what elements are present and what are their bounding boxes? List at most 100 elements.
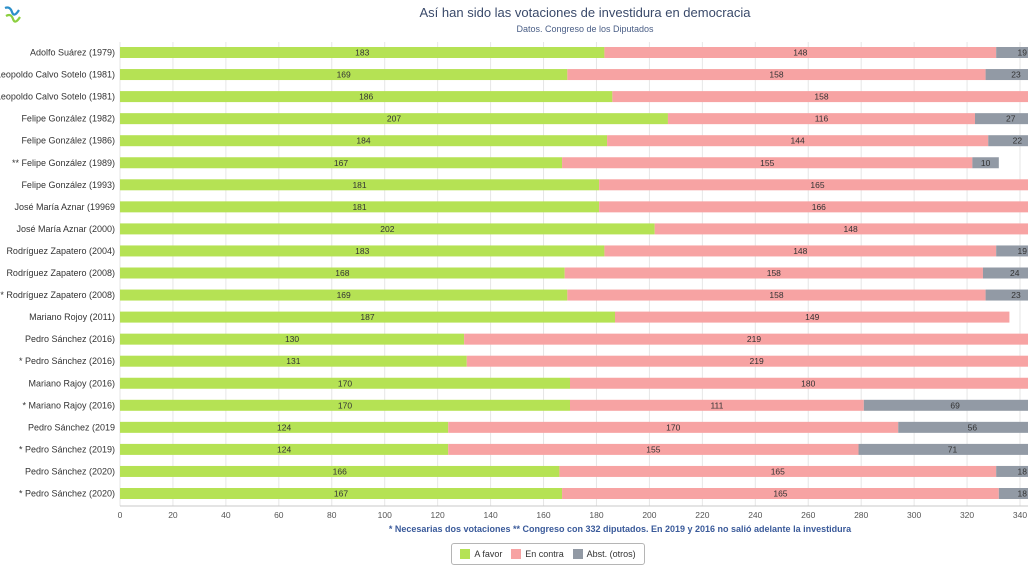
bar-en-contra-6[interactable] (599, 179, 1028, 191)
data-label-abst-otros-5: 10 (981, 158, 991, 168)
bar-en-contra-13[interactable] (464, 333, 1028, 345)
bar-en-contra-15[interactable] (570, 377, 1028, 389)
bar-en-contra-17[interactable] (448, 421, 899, 433)
bar-en-contra-5[interactable] (562, 157, 973, 169)
bar-a-favor-14[interactable] (120, 355, 467, 367)
bar-en-contra-12[interactable] (615, 311, 1010, 323)
data-label-abst-otros-10: 24 (1010, 268, 1020, 278)
legend-item-en-contra[interactable]: En contra (511, 549, 564, 559)
bar-a-favor-9[interactable] (120, 245, 605, 257)
bar-abst-otros-9[interactable] (996, 245, 1028, 257)
bar-a-favor-7[interactable] (120, 201, 600, 213)
legend: A favor En contra Abst. (otros) (451, 543, 645, 565)
bar-abst-otros-18[interactable] (858, 443, 1028, 455)
category-label-18: * Pedro Sánchez (2019) (19, 444, 115, 454)
legend-label-abstencion: Abst. (otros) (586, 549, 636, 559)
data-label-en-contra-2: 158 (814, 92, 828, 102)
bar-en-contra-20[interactable] (562, 488, 999, 499)
data-label-a-favor-13: 130 (285, 334, 299, 344)
data-label-en-contra-17: 170 (666, 422, 680, 432)
data-label-abst-otros-18: 71 (948, 444, 958, 454)
legend-label-a-favor: A favor (474, 549, 503, 559)
data-label-abst-otros-20: 18 (1018, 489, 1028, 499)
x-tick-label: 20 (168, 510, 178, 520)
bar-en-contra-0[interactable] (604, 47, 997, 58)
category-label-4: Felipe González (1986) (21, 136, 115, 146)
chart-title: Así han sido las votaciones de investidu… (419, 5, 751, 20)
bar-abst-otros-1[interactable] (985, 69, 1028, 81)
bar-en-contra-16[interactable] (570, 399, 864, 411)
bar-abst-otros-4[interactable] (988, 135, 1028, 147)
category-label-11: * Rodríguez Zapatero (2008) (0, 290, 115, 300)
bar-a-favor-18[interactable] (120, 443, 449, 455)
data-label-en-contra-9: 148 (793, 246, 807, 256)
bar-en-contra-18[interactable] (448, 443, 859, 455)
bar-a-favor-5[interactable] (120, 157, 563, 169)
bar-abst-otros-5[interactable] (972, 157, 999, 169)
bar-a-favor-4[interactable] (120, 135, 608, 147)
bar-a-favor-8[interactable] (120, 223, 655, 235)
category-label-0: Adolfo Suárez (1979) (30, 48, 115, 58)
bar-abst-otros-17[interactable] (898, 421, 1028, 433)
bar-en-contra-10[interactable] (564, 267, 983, 279)
x-tick-label: 100 (378, 510, 392, 520)
bar-abst-otros-10[interactable] (982, 267, 1028, 279)
legend-item-a-favor[interactable]: A favor (460, 549, 502, 559)
bar-en-contra-2[interactable] (612, 91, 1028, 103)
bar-a-favor-16[interactable] (120, 399, 570, 411)
bar-en-contra-1[interactable] (567, 69, 986, 81)
x-tick-label: 140 (483, 510, 497, 520)
category-label-7: José María Aznar (19969 (14, 202, 115, 212)
bar-a-favor-10[interactable] (120, 267, 565, 279)
bar-en-contra-19[interactable] (559, 465, 997, 477)
bar-en-contra-8[interactable] (654, 223, 1028, 235)
bar-en-contra-11[interactable] (567, 289, 986, 301)
data-label-a-favor-3: 207 (387, 114, 401, 124)
legend-item-abstencion[interactable]: Abst. (otros) (572, 549, 636, 559)
bar-a-favor-20[interactable] (120, 488, 563, 499)
bar-a-favor-0[interactable] (120, 47, 605, 58)
bar-a-favor-2[interactable] (120, 91, 613, 103)
bar-a-favor-17[interactable] (120, 421, 449, 433)
bar-en-contra-9[interactable] (604, 245, 997, 257)
bar-en-contra-7[interactable] (599, 201, 1028, 213)
bar-a-favor-13[interactable] (120, 333, 465, 345)
bar-a-favor-6[interactable] (120, 179, 600, 191)
category-label-20: * Pedro Sánchez (2020) (19, 489, 115, 499)
data-label-a-favor-10: 168 (335, 268, 349, 278)
data-label-abst-otros-1: 23 (1011, 70, 1021, 80)
data-label-abst-otros-0: 19 (1018, 48, 1028, 58)
data-label-en-contra-7: 166 (812, 202, 826, 212)
data-label-a-favor-0: 183 (355, 48, 369, 58)
data-label-a-favor-20: 167 (334, 489, 348, 499)
bar-a-favor-1[interactable] (120, 69, 568, 81)
bar-abst-otros-11[interactable] (985, 289, 1028, 301)
x-tick-label: 40 (221, 510, 231, 520)
bar-abst-otros-3[interactable] (975, 113, 1028, 125)
category-label-14: * Pedro Sánchez (2016) (19, 356, 115, 366)
bar-a-favor-19[interactable] (120, 465, 560, 477)
x-tick-label: 280 (854, 510, 868, 520)
bar-a-favor-12[interactable] (120, 311, 615, 323)
x-tick-label: 160 (536, 510, 550, 520)
bar-abst-otros-16[interactable] (863, 399, 1028, 411)
bar-en-contra-4[interactable] (607, 135, 989, 147)
bar-a-favor-3[interactable] (120, 113, 668, 125)
data-label-abst-otros-16: 69 (950, 400, 960, 410)
category-label-9: Rodríguez Zapatero (2004) (6, 246, 115, 256)
x-tick-label: 220 (695, 510, 709, 520)
bar-abst-otros-0[interactable] (996, 47, 1028, 58)
bar-en-contra-14[interactable] (466, 355, 1028, 367)
category-label-12: Mariano Rojoy (2011) (29, 312, 115, 322)
data-label-en-contra-10: 158 (767, 268, 781, 278)
bar-en-contra-3[interactable] (667, 113, 975, 125)
bar-a-favor-15[interactable] (120, 377, 570, 389)
bar-abst-otros-20[interactable] (998, 488, 1028, 499)
category-label-8: José María Aznar (2000) (16, 224, 115, 234)
data-label-a-favor-19: 166 (333, 466, 347, 476)
x-tick-label: 200 (642, 510, 656, 520)
bar-abst-otros-19[interactable] (996, 465, 1028, 477)
bar-a-favor-11[interactable] (120, 289, 568, 301)
x-tick-label: 180 (589, 510, 603, 520)
